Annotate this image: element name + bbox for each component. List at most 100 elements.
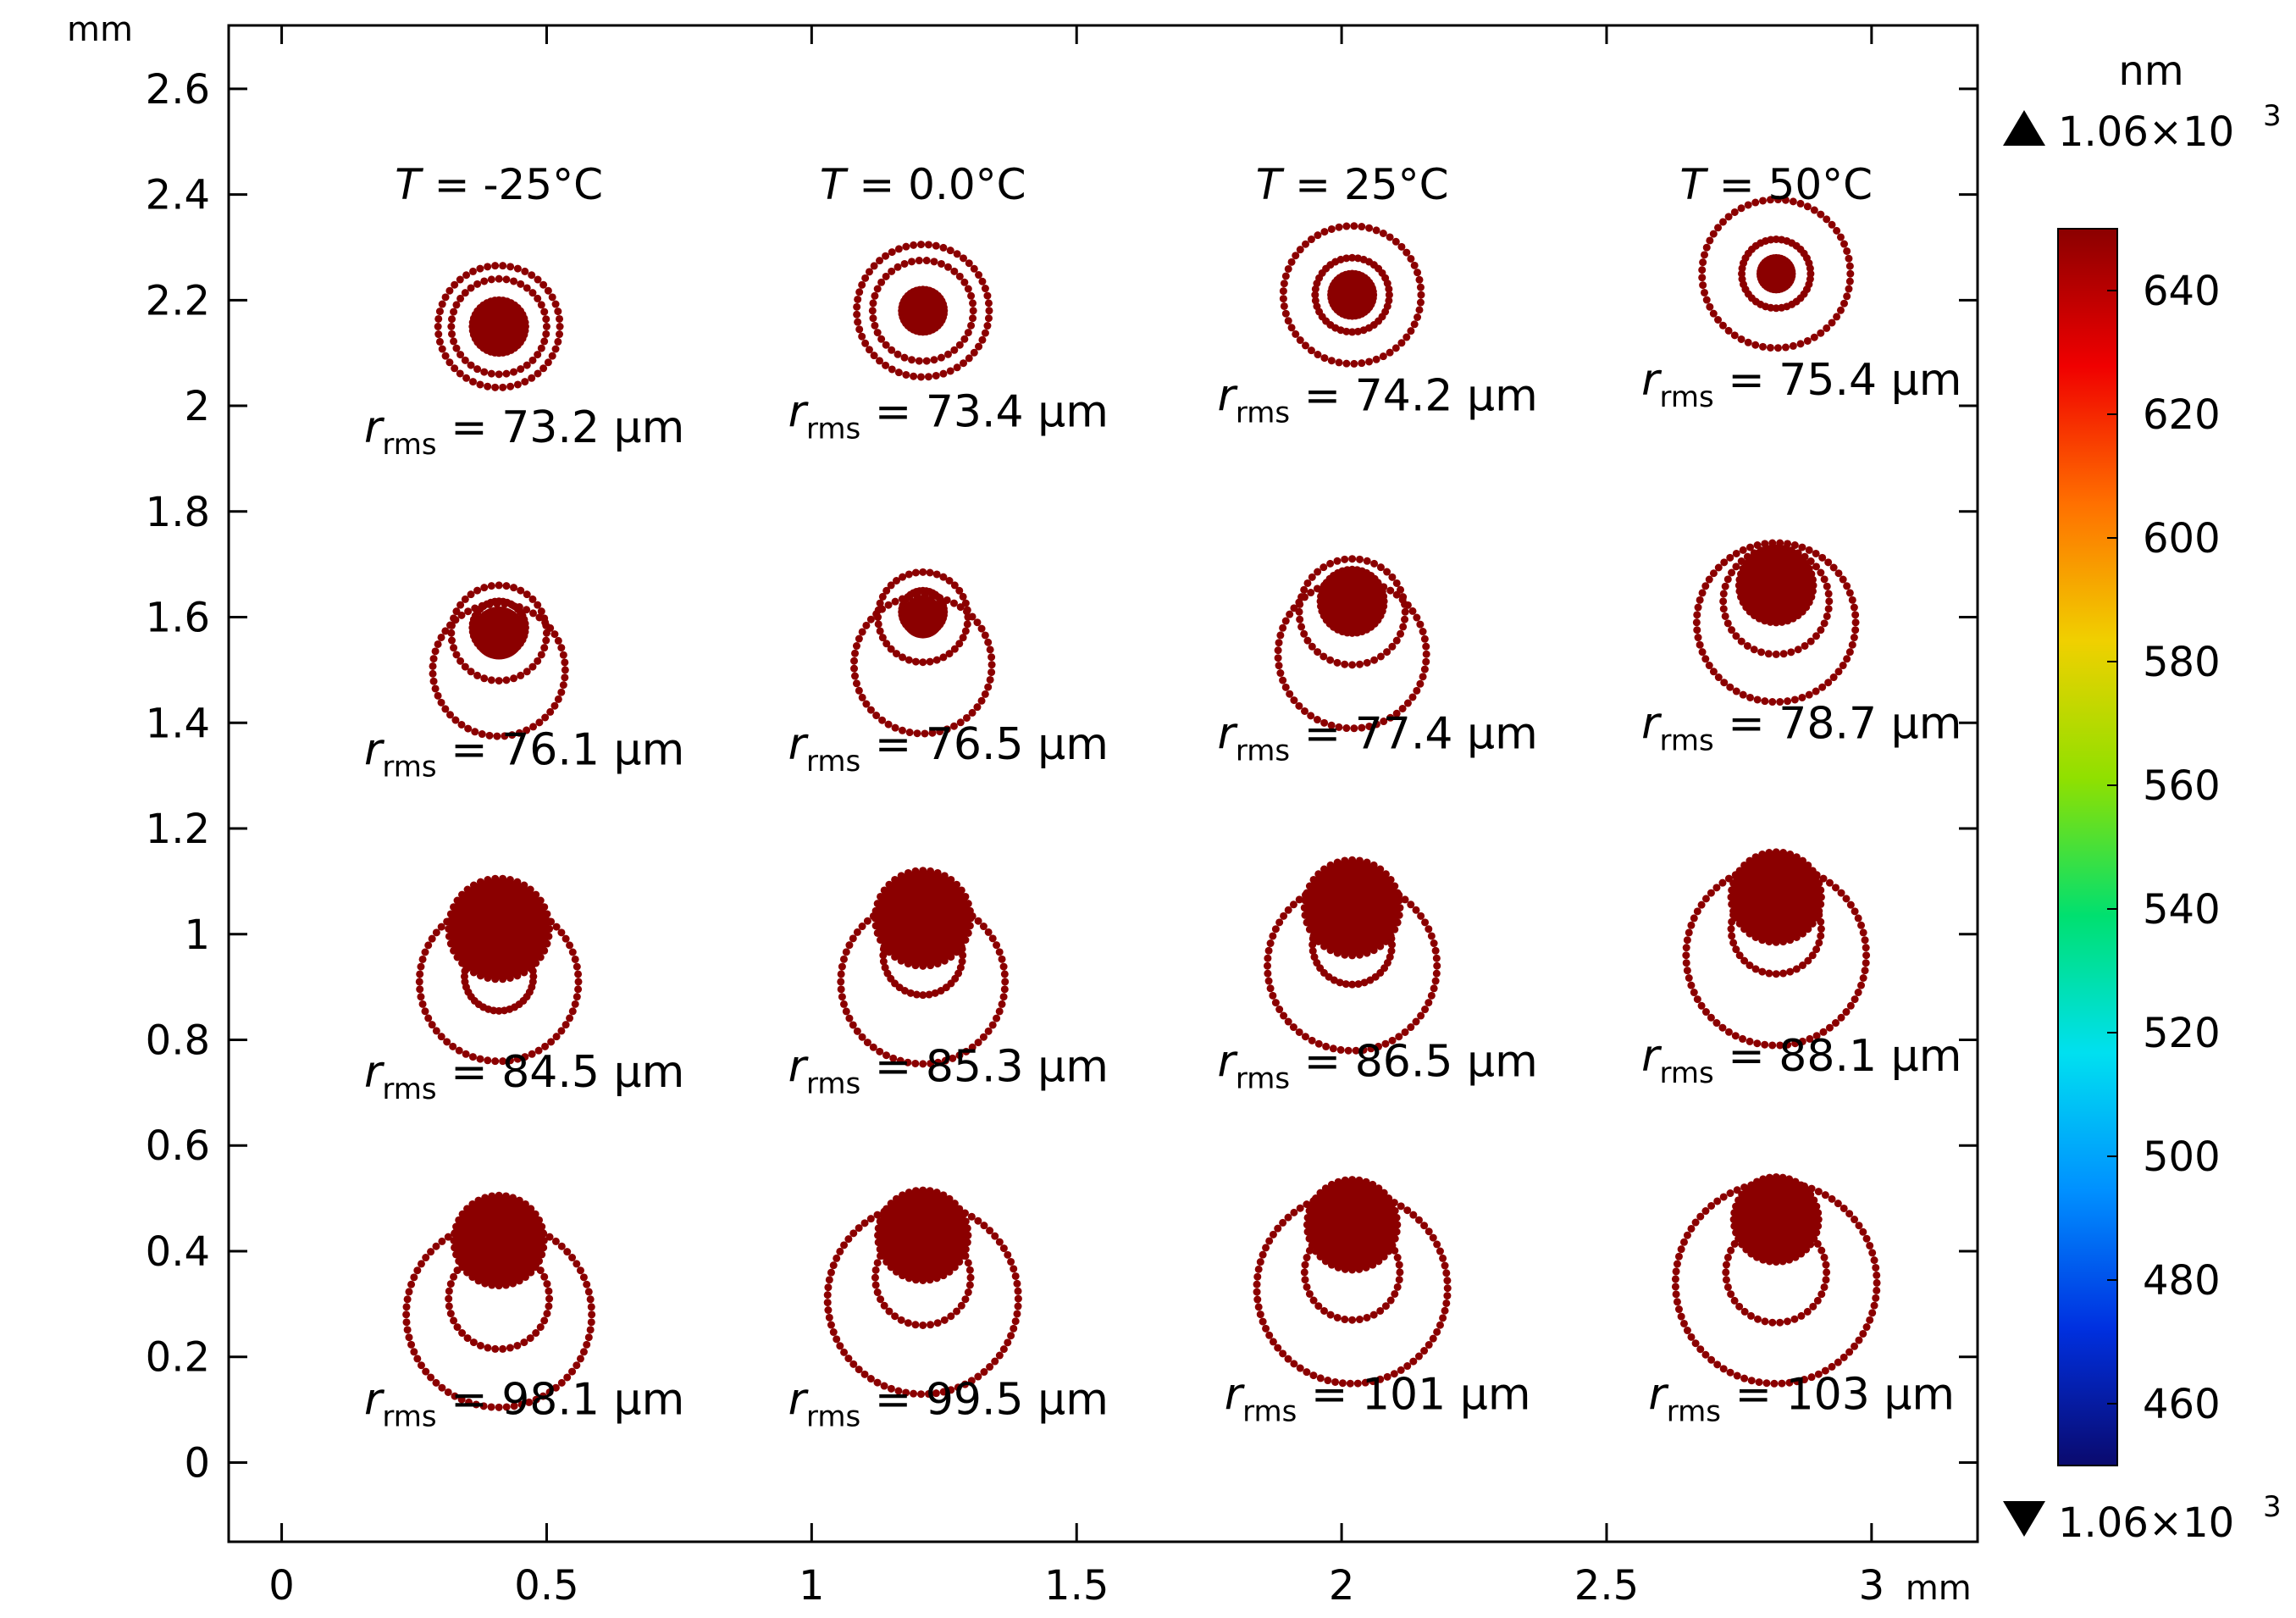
ray-point bbox=[878, 592, 887, 601]
ray-point bbox=[823, 1291, 832, 1299]
ray-point bbox=[568, 948, 577, 956]
ray-point bbox=[1348, 328, 1357, 336]
ray-point bbox=[877, 1295, 885, 1304]
ray-point bbox=[1699, 281, 1707, 290]
ray-point bbox=[554, 695, 562, 703]
ray-point bbox=[854, 318, 862, 326]
ray-point bbox=[1263, 961, 1271, 970]
ray-point bbox=[1338, 1379, 1347, 1388]
ray-point bbox=[863, 917, 871, 925]
ray-point bbox=[445, 1302, 453, 1310]
ray-point bbox=[1307, 589, 1315, 597]
rms-label: rrms = 85.3 μm bbox=[788, 1042, 1109, 1101]
ray-point bbox=[981, 631, 989, 640]
ray-point bbox=[1314, 231, 1322, 240]
ray-point bbox=[1379, 352, 1387, 361]
ray-point bbox=[1757, 648, 1766, 657]
ray-point bbox=[542, 330, 550, 338]
y-tick-label: 2.4 bbox=[146, 172, 210, 219]
ray-point bbox=[427, 1373, 435, 1382]
ray-point bbox=[999, 1345, 1008, 1354]
ray-point bbox=[1280, 280, 1288, 288]
ray-point bbox=[1783, 1317, 1791, 1326]
ray-point bbox=[563, 1373, 572, 1382]
ray-point bbox=[1414, 1216, 1423, 1224]
ray-point bbox=[1719, 597, 1728, 606]
ray-point bbox=[502, 369, 511, 378]
ray-point bbox=[1671, 1275, 1679, 1283]
ray-point bbox=[1836, 306, 1845, 314]
ray-point bbox=[1822, 1276, 1830, 1284]
ray-point bbox=[849, 1229, 858, 1238]
ray-point bbox=[562, 934, 570, 943]
rms-value: = 76.5 μm bbox=[860, 719, 1109, 770]
ray-point bbox=[910, 372, 918, 380]
ray-point bbox=[1284, 1017, 1292, 1026]
ray-point bbox=[469, 1338, 478, 1347]
ray-point bbox=[1709, 569, 1718, 578]
rms-subscript: rms bbox=[1659, 1056, 1713, 1090]
ray-point bbox=[1724, 326, 1733, 335]
rms-value: = 74.2 μm bbox=[1290, 371, 1538, 422]
ray-point bbox=[1289, 900, 1297, 909]
ray-point bbox=[1796, 199, 1805, 208]
ray-point bbox=[1274, 1224, 1282, 1233]
ray-point bbox=[443, 1038, 451, 1046]
ray-point bbox=[824, 1306, 833, 1315]
ray-point bbox=[824, 1283, 833, 1292]
ray-point bbox=[1290, 696, 1298, 705]
ray-point bbox=[876, 257, 884, 265]
ray-point bbox=[1714, 563, 1723, 572]
ray-point bbox=[1417, 291, 1425, 299]
ray-point bbox=[418, 1000, 427, 1008]
ray-point bbox=[484, 382, 492, 391]
ray-point bbox=[568, 1254, 577, 1262]
ray-point bbox=[1397, 629, 1405, 638]
ray-point bbox=[495, 677, 503, 685]
ray-point bbox=[911, 1321, 920, 1329]
ray-point bbox=[1303, 1368, 1311, 1377]
ray-point bbox=[974, 1372, 982, 1381]
ray-point bbox=[1358, 359, 1366, 368]
ray-point bbox=[845, 941, 854, 950]
spot-core bbox=[472, 300, 526, 353]
ray-point bbox=[871, 1281, 880, 1289]
ray-point bbox=[1701, 1008, 1710, 1017]
ray-point bbox=[863, 1039, 871, 1047]
y-tick-label: 1.8 bbox=[146, 489, 210, 536]
ray-point bbox=[1732, 687, 1740, 695]
ray-point bbox=[965, 259, 973, 268]
ray-point bbox=[1677, 1245, 1685, 1254]
ray-point bbox=[943, 350, 952, 358]
ray-point bbox=[1422, 657, 1430, 666]
ray-point bbox=[552, 923, 561, 931]
rms-subscript: rms bbox=[1667, 1394, 1721, 1428]
spot-core bbox=[1739, 548, 1814, 623]
ray-point bbox=[1768, 1041, 1777, 1050]
ray-point bbox=[1427, 932, 1436, 940]
ray-point bbox=[1673, 1260, 1681, 1268]
rms-label: rrms = 98.1 μm bbox=[364, 1375, 684, 1434]
ray-point bbox=[1414, 269, 1422, 277]
ray-point bbox=[452, 651, 461, 659]
ray-point bbox=[1697, 1001, 1706, 1010]
ray-point bbox=[1828, 220, 1836, 229]
ray-point bbox=[1831, 884, 1840, 892]
spot-core bbox=[448, 878, 550, 979]
ray-point bbox=[1381, 1039, 1390, 1048]
ray-point bbox=[986, 1227, 994, 1235]
ray-point bbox=[888, 365, 896, 374]
ray-point bbox=[1401, 895, 1409, 904]
ray-point bbox=[1316, 1374, 1325, 1383]
ray-point bbox=[930, 356, 938, 364]
ray-point bbox=[932, 241, 940, 250]
ray-point bbox=[1274, 1344, 1282, 1352]
ray-point bbox=[1698, 266, 1707, 274]
ray-point bbox=[1843, 247, 1851, 255]
ray-point bbox=[1326, 1310, 1335, 1319]
ray-point bbox=[1284, 1213, 1292, 1222]
ray-point bbox=[984, 683, 993, 691]
spot-diagram bbox=[853, 241, 993, 381]
ray-point bbox=[552, 1033, 561, 1041]
ray-point bbox=[461, 356, 469, 364]
